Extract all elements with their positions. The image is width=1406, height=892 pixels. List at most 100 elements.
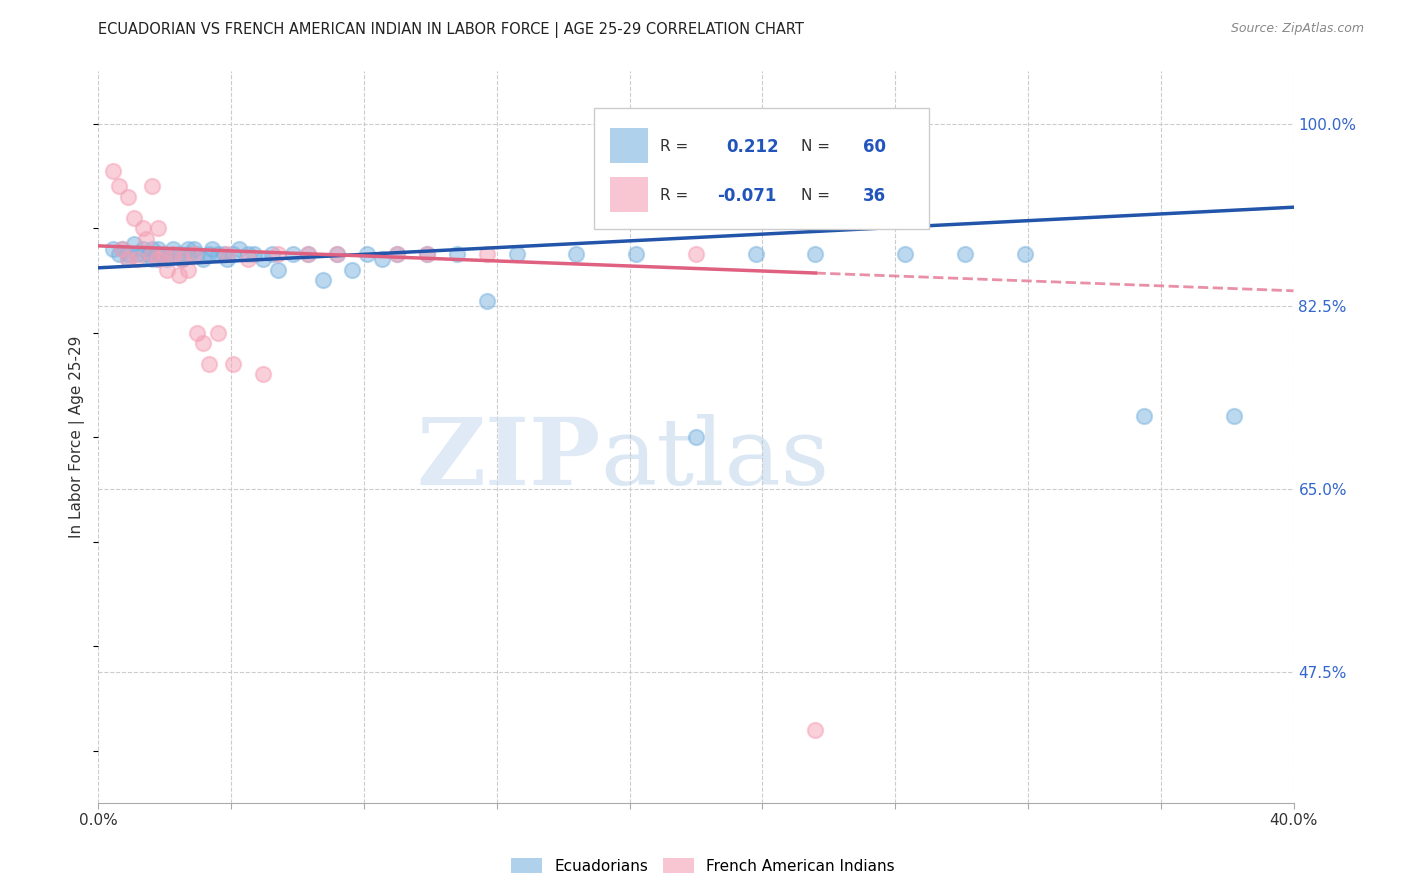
Point — [141, 179, 163, 194]
Point — [132, 221, 155, 235]
Point — [141, 242, 163, 256]
Point — [371, 252, 394, 267]
Point — [117, 252, 139, 267]
Point — [141, 252, 163, 267]
Point — [685, 247, 707, 261]
Point — [191, 336, 214, 351]
Point — [108, 247, 131, 261]
Point — [953, 247, 976, 261]
Point — [267, 247, 290, 261]
Point — [326, 247, 349, 261]
Point — [475, 294, 498, 309]
Point — [222, 357, 245, 371]
Point — [685, 430, 707, 444]
Point — [108, 179, 131, 194]
Text: Source: ZipAtlas.com: Source: ZipAtlas.com — [1230, 22, 1364, 36]
Point — [416, 247, 439, 261]
Point — [156, 263, 179, 277]
Point — [252, 368, 274, 382]
Point — [1133, 409, 1156, 424]
Point — [162, 242, 184, 256]
Point — [127, 252, 149, 267]
Point — [236, 247, 259, 261]
Point — [311, 273, 333, 287]
Text: R =: R = — [661, 188, 693, 203]
Point — [111, 242, 134, 256]
Point — [132, 247, 155, 261]
FancyBboxPatch shape — [610, 177, 648, 211]
Point — [446, 247, 468, 261]
Point — [141, 247, 163, 261]
Point — [281, 247, 304, 261]
Point — [148, 252, 170, 267]
Point — [297, 247, 319, 261]
Point — [212, 247, 235, 261]
Y-axis label: In Labor Force | Age 25-29: In Labor Force | Age 25-29 — [69, 336, 86, 538]
Point — [326, 247, 349, 261]
Point — [804, 723, 827, 737]
Point — [103, 242, 125, 256]
Point — [183, 242, 205, 256]
Text: ECUADORIAN VS FRENCH AMERICAN INDIAN IN LABOR FORCE | AGE 25-29 CORRELATION CHAR: ECUADORIAN VS FRENCH AMERICAN INDIAN IN … — [98, 22, 804, 38]
Point — [1014, 247, 1036, 261]
Point — [177, 242, 200, 256]
Point — [177, 247, 200, 261]
Point — [297, 247, 319, 261]
Point — [191, 252, 214, 267]
Point — [198, 357, 221, 371]
Point — [167, 247, 190, 261]
Point — [117, 247, 139, 261]
Point — [475, 247, 498, 261]
Point — [148, 247, 170, 261]
Point — [117, 190, 139, 204]
Point — [207, 326, 229, 340]
Point — [124, 211, 146, 225]
Point — [177, 263, 200, 277]
Point — [198, 247, 221, 261]
Point — [243, 247, 266, 261]
Point — [103, 163, 125, 178]
Point — [416, 247, 439, 261]
Point — [252, 252, 274, 267]
Point — [894, 247, 917, 261]
Point — [745, 247, 768, 261]
Point — [201, 242, 224, 256]
Point — [626, 247, 648, 261]
Point — [148, 221, 170, 235]
Point — [228, 242, 250, 256]
Point — [506, 247, 529, 261]
Text: N =: N = — [801, 188, 835, 203]
Point — [167, 268, 190, 282]
Point — [267, 263, 290, 277]
Point — [186, 247, 208, 261]
Text: N =: N = — [801, 139, 835, 154]
Point — [132, 242, 155, 256]
Point — [565, 247, 588, 261]
Point — [153, 247, 176, 261]
Point — [156, 252, 179, 267]
Point — [124, 236, 146, 251]
Point — [385, 247, 409, 261]
Legend: Ecuadorians, French American Indians: Ecuadorians, French American Indians — [505, 852, 901, 880]
Point — [356, 247, 378, 261]
Point — [117, 252, 139, 267]
Point — [111, 242, 134, 256]
Point — [1223, 409, 1246, 424]
Point — [127, 247, 149, 261]
Point — [236, 252, 259, 267]
Point — [186, 326, 208, 340]
Point — [172, 252, 194, 267]
Point — [183, 247, 205, 261]
FancyBboxPatch shape — [595, 108, 929, 228]
Point — [342, 263, 364, 277]
Point — [215, 247, 238, 261]
Point — [207, 247, 229, 261]
Text: -0.071: -0.071 — [717, 186, 778, 204]
Text: R =: R = — [661, 139, 693, 154]
Point — [260, 247, 283, 261]
Point — [162, 247, 184, 261]
Text: 0.212: 0.212 — [725, 137, 779, 156]
Text: ZIP: ZIP — [416, 414, 600, 504]
Text: 60: 60 — [863, 137, 886, 156]
Point — [222, 247, 245, 261]
